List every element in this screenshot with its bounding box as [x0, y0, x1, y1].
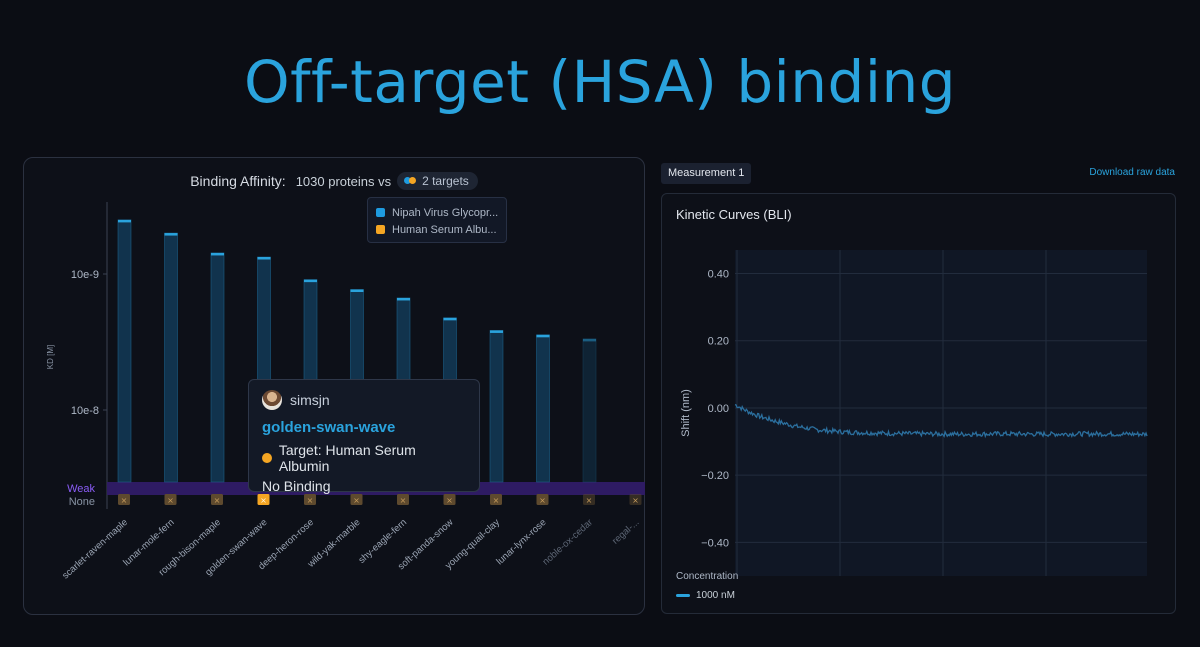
- y-tick-label: 0.40: [708, 269, 729, 281]
- legend-swatch-icon: [376, 225, 385, 234]
- y-tick-label: −0.20: [701, 470, 729, 482]
- marker-x-icon: ×: [539, 496, 546, 505]
- y-tick-label: −0.40: [701, 537, 729, 549]
- marker-hsa-wild-yak-marble: [350, 494, 363, 505]
- legend-label: Nipah Virus Glycopr...: [392, 206, 498, 219]
- y-tick-label: 0.20: [708, 336, 729, 348]
- marker-x-icon: ×: [260, 496, 267, 505]
- marker-x-icon: ×: [446, 496, 453, 505]
- marker-hsa-lunar-mole-fern: [164, 494, 177, 505]
- target-dot-icon: [262, 453, 272, 463]
- legend-item-hsa[interactable]: Human Serum Albu...: [376, 221, 498, 238]
- x-tick-label: noble-ox-cedar: [541, 517, 595, 568]
- y-tick-label: 10e-9: [71, 269, 99, 281]
- targets-dots-icon: [404, 177, 417, 185]
- bar-cap-soft-panda-snow: [443, 317, 457, 321]
- tooltip-target-label: Target: Human Serum Albumin: [278, 442, 416, 474]
- chart-header: Binding Affinity: 1030 proteins vs 2 tar…: [0, 172, 668, 190]
- marker-x-icon: ×: [121, 496, 128, 505]
- bar-nipah-rough-bison-maple: [210, 252, 225, 483]
- kinetic-line-1000nm: [734, 403, 1148, 439]
- bar-cap-scarlet-raven-maple: [118, 219, 131, 223]
- concentration-label: Concentration: [676, 571, 739, 582]
- tooltip-binding-status: No Binding: [262, 478, 331, 494]
- marker-x-icon: ×: [214, 496, 221, 505]
- y-axis-label: KD [M]: [46, 345, 55, 369]
- marker-hsa-rough-bison-maple: [211, 494, 223, 505]
- marker-x-icon: ×: [632, 496, 639, 505]
- header-label: Binding Affinity:: [190, 173, 286, 189]
- page-title: Off-target (HSA) binding: [243, 48, 957, 116]
- band-label-none: None: [69, 496, 95, 508]
- chart-legend: Nipah Virus Glycopr... Human Serum Albu.…: [367, 197, 507, 243]
- hover-tooltip: simsjn golden-swan-wave Target: Human Se…: [248, 379, 480, 494]
- line-swatch-icon: [676, 594, 690, 597]
- bar-cap-golden-swan-wave: [257, 257, 271, 260]
- bar-cap-deep-heron-rose: [304, 279, 317, 283]
- kinetic-chart: 0.40 0.20 0.00 −0.20 −0.40 Shift (nm): [680, 250, 1148, 576]
- tooltip-target: Target: Human Serum Albumin: [262, 442, 466, 474]
- marker-hsa-golden-swan-wave: [257, 494, 270, 505]
- marker-hsa-noble-ox-cedar: [583, 494, 595, 505]
- avatar: [262, 390, 282, 410]
- concentration-legend-item[interactable]: 1000 nM: [676, 590, 735, 601]
- tooltip-protein-name[interactable]: golden-swan-wave: [262, 419, 396, 436]
- bar-cap-wild-yak-marble: [350, 289, 364, 292]
- marker-hsa-soft-panda-snow: [443, 494, 456, 505]
- bar-cap-rough-bison-maple: [211, 252, 224, 256]
- x-tick-label: scarlet-raven-maple: [60, 517, 130, 581]
- marker-x-icon: ×: [586, 496, 593, 505]
- marker-hsa-shy-eagle-fern: [397, 494, 409, 505]
- bar-cap-young-quail-clay: [490, 330, 503, 333]
- bar-nipah-scarlet-raven-maple: [117, 219, 132, 483]
- marker-x-icon: ×: [400, 496, 407, 505]
- y-axis-label: Shift (nm): [680, 389, 692, 437]
- header-protein-count: 1030 proteins vs: [295, 173, 392, 189]
- y-tick-label: 10e-8: [71, 405, 99, 417]
- legend-item-nipah[interactable]: Nipah Virus Glycopr...: [376, 204, 498, 221]
- bar-nipah-young-quail-clay: [489, 330, 504, 483]
- bar-nipah-noble-ox-cedar: [582, 338, 597, 483]
- marker-hsa-young-quail-clay: [490, 494, 502, 505]
- download-raw-data-link[interactable]: Download raw data: [1089, 167, 1175, 178]
- kinetic-title: Kinetic Curves (BLI): [676, 207, 792, 222]
- concentration-value: 1000 nM: [696, 590, 735, 601]
- bar-cap-lunar-lynx-rose: [536, 334, 550, 338]
- bar-nipah-lunar-lynx-rose: [536, 334, 550, 483]
- targets-label: 2 targets: [422, 174, 469, 188]
- bar-cap-shy-eagle-fern: [397, 297, 410, 301]
- marker-x-icon: ×: [493, 496, 500, 505]
- bar-cap-noble-ox-cedar: [583, 338, 596, 342]
- plot-area: [735, 250, 1147, 576]
- legend-label: Human Serum Albu...: [392, 223, 497, 236]
- marker-hsa-regal-...: [629, 494, 642, 505]
- tooltip-user: simsjn: [262, 390, 466, 410]
- legend-swatch-icon: [376, 208, 385, 217]
- marker-hsa-deep-heron-rose: [304, 494, 316, 505]
- tooltip-username: simsjn: [290, 392, 330, 408]
- bar-nipah-lunar-mole-fern: [164, 232, 178, 483]
- tab-measurement-1[interactable]: Measurement 1: [661, 163, 752, 184]
- marker-hsa-lunar-lynx-rose: [536, 494, 549, 505]
- targets-pill[interactable]: 2 targets: [397, 172, 478, 190]
- marker-x-icon: ×: [353, 496, 360, 505]
- marker-hsa-scarlet-raven-maple: [118, 494, 130, 505]
- marker-x-icon: ×: [307, 496, 314, 505]
- y-tick-label: 0.00: [708, 403, 729, 415]
- x-tick-label: regal-...: [610, 517, 641, 547]
- bar-cap-lunar-mole-fern: [164, 233, 178, 236]
- band-label-weak: Weak: [67, 483, 95, 495]
- marker-x-icon: ×: [167, 496, 174, 505]
